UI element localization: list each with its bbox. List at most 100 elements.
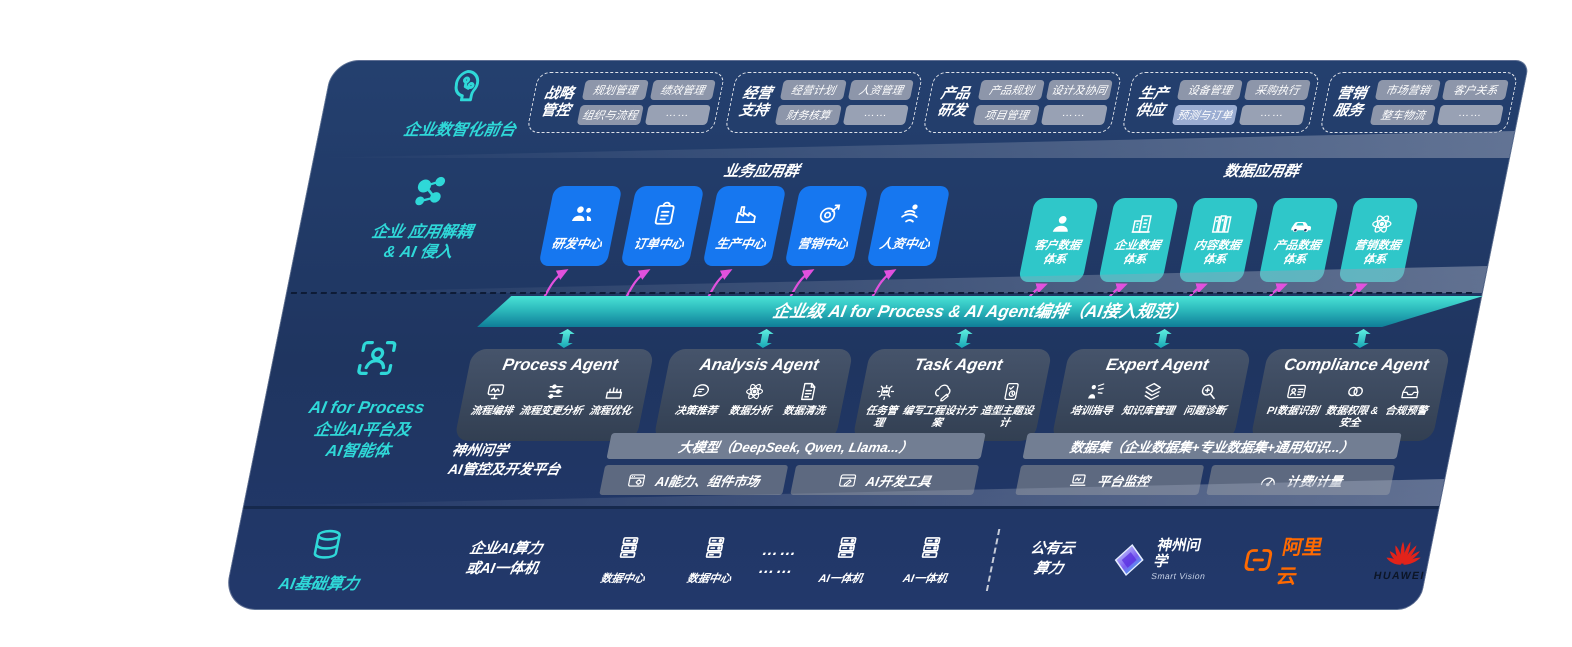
- decision-chat-icon: [687, 381, 712, 402]
- window-pen-icon: [836, 471, 859, 490]
- factory-icon: [731, 201, 762, 227]
- group-item: 预测与订单: [1171, 105, 1239, 125]
- group-title: 产品 研发: [936, 85, 972, 119]
- app-box-marketing-center: 营销中心: [784, 186, 869, 266]
- huawei-flower-icon: [1384, 539, 1424, 569]
- app-box-label: 人资中心: [878, 236, 932, 251]
- data-box-label: 营销数据 体系: [1353, 240, 1402, 266]
- agents-row: Process Agent 流程编排 流程变更分析 流程优化: [454, 349, 1451, 441]
- double-arrow-icon: [954, 329, 974, 348]
- group-item: 组织与流程: [576, 105, 644, 125]
- group-title: 经营 支持: [737, 85, 774, 119]
- front-office-groups: 战略 管控 规划管理 绩效管理 组织与流程 …… 经营 支持 经营计划 人资管理…: [526, 72, 1519, 133]
- group-item: 设计及协同: [1045, 80, 1113, 100]
- agent-title: Process Agent: [501, 356, 620, 374]
- group-title: 战略 管控: [539, 85, 576, 119]
- cloud-pen-icon: [931, 381, 956, 402]
- agent-capability: 问题诊断: [1183, 381, 1232, 417]
- capability-label: 知识库管理: [1120, 405, 1176, 417]
- capability-label: 数据分析: [727, 405, 773, 417]
- node-ai-appliance: AI一体机: [802, 534, 887, 586]
- layers-icon: [1139, 381, 1164, 402]
- capability-label: 任务管理: [864, 405, 899, 430]
- optimize-stack-icon: [602, 381, 627, 402]
- data-box-product: 产品数据 体系: [1258, 198, 1340, 282]
- dataset-column: 数据集（企业数据集+专业数据集+通用知识...） 平台监控 计费/计量: [1015, 433, 1402, 495]
- ai-orchestration-bar: 企业级 AI for Process & AI Agent编排（AI接入规范）: [477, 296, 1483, 327]
- data-app-boxes: 客户数据 体系 企业数据 体系 内容数据 体系 产品数据 体系 营销数据 体系: [1018, 198, 1420, 282]
- group-operation: 经营 支持 经营计划 人资管理 财务核算 ……: [724, 72, 924, 133]
- cell-label: AI开发工具: [864, 473, 933, 489]
- node-ai-appliance: AI一体机: [886, 534, 971, 586]
- app-box-rd-center: 研发中心: [538, 186, 623, 266]
- ellipsis-nodes: …… ……: [757, 542, 801, 577]
- group-item-more: ……: [1040, 105, 1108, 125]
- agent-capability: 合规预警: [1384, 381, 1433, 417]
- database-icon: [305, 527, 348, 563]
- gauge-icon: [1257, 471, 1280, 490]
- agent-task: Task Agent 任务管理 编写工程设计方案 造型主题设计: [852, 349, 1053, 441]
- agent-capability: 流程编排: [470, 381, 519, 417]
- building-icon: [1127, 212, 1156, 236]
- group-item-more: ……: [842, 105, 910, 125]
- molecule-icon: [405, 172, 455, 214]
- group-item: 整车物流: [1369, 105, 1437, 125]
- capability-label: 编写工程设计方案: [901, 405, 978, 430]
- laptop-chart-icon: [1068, 471, 1091, 490]
- group-supply: 生产 供应 设备管理 采购执行 预测与订单 ……: [1120, 72, 1321, 133]
- capability-label: 合规预警: [1384, 405, 1429, 417]
- agent-capability: 造型主题设计: [974, 381, 1042, 429]
- agent-capability: 数据分析: [728, 381, 777, 417]
- capability-label: 造型主题设计: [979, 405, 1035, 430]
- node-datacenter: 数据中心: [584, 534, 669, 586]
- group-item: 采购执行: [1244, 80, 1311, 100]
- decoupling-label: 企业 应用解耦 & AI 侵入: [370, 224, 475, 261]
- group-item: 规划管理: [581, 80, 649, 100]
- app-box-hr-center: 人资中心: [866, 186, 951, 266]
- id-card-icon: [1284, 381, 1309, 402]
- agent-capability: 数据清洗: [782, 381, 831, 417]
- mentor-icon: [1083, 381, 1108, 402]
- agent-compliance: Compliance Agent PI数据识别 数据权限 & 安全 合规预: [1250, 349, 1451, 441]
- group-title: 营销 服务: [1332, 85, 1369, 119]
- ai-platform-legend: AI for Process 企业AI平台及 AI智能体: [261, 335, 477, 463]
- ai-platform-label: 企业AI平台及 AI智能体: [312, 422, 412, 460]
- person-run-icon: [895, 201, 926, 227]
- agent-title: Task Agent: [912, 356, 1005, 374]
- agent-capability: 知识库管理: [1121, 381, 1181, 417]
- aliyun-logo: 阿里云: [1238, 531, 1343, 589]
- agent-title: Analysis Agent: [698, 356, 821, 374]
- diagnose-search-icon: [1196, 381, 1221, 402]
- data-box-label: 产品数据 体系: [1273, 240, 1322, 266]
- agent-capability: 流程变更分析: [518, 381, 588, 417]
- group-item: 财务核算: [774, 105, 842, 125]
- group-item: 绩效管理: [649, 80, 717, 100]
- cell-label: 计费/计量: [1285, 473, 1344, 489]
- task-grid-icon: [873, 381, 898, 402]
- group-item: 项目管理: [973, 105, 1040, 125]
- group-item: 客户关系: [1442, 80, 1509, 100]
- data-box-enterprise: 企业数据 体系: [1098, 198, 1180, 282]
- double-arrow-icon: [1153, 329, 1173, 348]
- cloud-divider: [985, 529, 1001, 591]
- person-icon: [1047, 212, 1076, 236]
- ai-for-process-label: AI for Process: [307, 398, 427, 417]
- model-column: 大模型（DeepSeek, Qwen, Llama...） AI能力、组件市场 …: [599, 433, 986, 495]
- agent-capability: 决策推荐: [674, 381, 723, 417]
- diagram-stage: 企业数智化前台 战略 管控 规划管理 绩效管理 组织与流程 …… 经营 支持 经…: [222, 60, 1530, 611]
- double-arrow-icon: [1352, 329, 1372, 348]
- people-icon: [567, 201, 598, 227]
- band-app-decoupling: 企业 应用解耦 & AI 侵入 业务应用群 数据应用群 研发中心 订单中心 生产…: [287, 158, 1509, 293]
- atom-icon: [1367, 212, 1396, 236]
- agent-title: Expert Agent: [1104, 356, 1211, 374]
- data-box-label: 客户数据 体系: [1033, 240, 1082, 266]
- permission-link-icon: [1343, 381, 1368, 402]
- agent-analysis: Analysis Agent 决策推荐 数据分析 数据清洗: [653, 349, 854, 441]
- node-datacenter: 数据中心: [670, 534, 755, 586]
- server-icon: [831, 534, 863, 561]
- public-cloud-label: 公有云 算力: [1028, 541, 1076, 577]
- enterprise-compute-label: 企业AI算力 或AI一体机: [464, 541, 544, 577]
- agent-capability: 流程优化: [588, 381, 637, 417]
- capability-label: 流程变更分析: [518, 405, 584, 417]
